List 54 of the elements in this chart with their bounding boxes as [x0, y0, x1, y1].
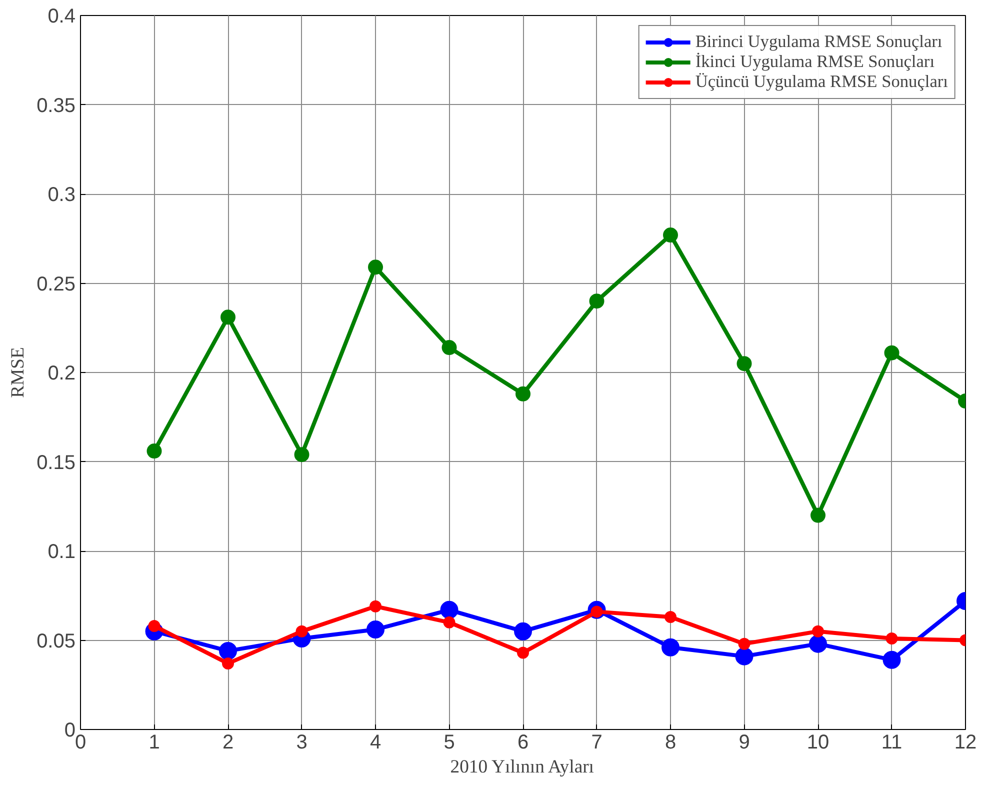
x-tick-label: 4 — [370, 732, 382, 754]
point — [662, 638, 680, 656]
x-tick-label: 6 — [517, 732, 529, 754]
point — [440, 600, 458, 619]
legend-label: İkinci Uygulama RMSE Sonuçları — [695, 52, 935, 72]
point — [589, 294, 604, 309]
point — [517, 646, 529, 659]
point — [442, 340, 457, 355]
point — [294, 447, 310, 462]
point — [812, 625, 824, 638]
point — [736, 356, 752, 372]
point — [514, 622, 532, 640]
point — [296, 625, 308, 638]
y-tick-label: 0.35 — [36, 94, 76, 117]
y-tick-label: 0.2 — [48, 362, 76, 384]
point — [368, 260, 383, 275]
x-tick-label: 12 — [954, 732, 977, 754]
point — [516, 386, 530, 402]
point — [366, 620, 384, 639]
x-tick-label: 7 — [591, 732, 602, 754]
point — [735, 647, 754, 666]
legend-label: Birinci Uygulama RMSE Sonuçları — [695, 32, 942, 52]
x-tick-label: 9 — [738, 732, 750, 754]
point — [220, 310, 236, 325]
point — [370, 600, 382, 612]
point — [664, 611, 676, 624]
y-tick-label: 0.1 — [48, 541, 76, 563]
point — [219, 642, 237, 660]
x-tick-label: 2 — [222, 732, 234, 754]
point — [663, 228, 678, 243]
y-axis-title: RMSE — [8, 347, 29, 398]
y-tick-label: 0.4 — [48, 6, 76, 28]
point — [146, 444, 162, 459]
y-tick-label: 0.05 — [36, 630, 76, 652]
point — [886, 632, 898, 644]
point — [884, 345, 900, 360]
point — [738, 638, 750, 650]
point — [809, 634, 827, 653]
x-tick-label: 10 — [806, 732, 830, 754]
y-tick-label: 0.25 — [36, 273, 76, 296]
point — [222, 657, 234, 670]
y-tick-label: 0.3 — [48, 184, 76, 206]
point — [882, 650, 901, 669]
x-tick-label: 5 — [444, 732, 455, 754]
x-tick-label: 3 — [296, 732, 308, 754]
x-tick-label: 11 — [881, 732, 902, 754]
point — [810, 508, 826, 523]
point — [443, 616, 456, 628]
legend-label: Üçüncü Uygulama RMSE Sonuçları — [695, 72, 948, 92]
x-axis-title: 2010 Yılının Ayları — [450, 756, 594, 778]
point — [148, 620, 160, 632]
y-tick-label: 0.15 — [36, 452, 76, 474]
x-tick-label: 1 — [148, 732, 160, 754]
x-tick-label: 8 — [664, 732, 676, 754]
